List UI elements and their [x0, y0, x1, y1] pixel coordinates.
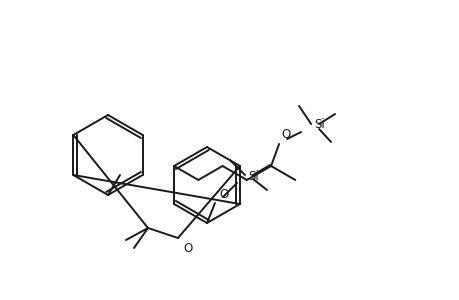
Text: Si: Si	[313, 118, 324, 131]
Text: O: O	[280, 128, 290, 141]
Text: O: O	[218, 188, 228, 201]
Text: Si: Si	[247, 169, 258, 182]
Text: O: O	[183, 242, 192, 255]
